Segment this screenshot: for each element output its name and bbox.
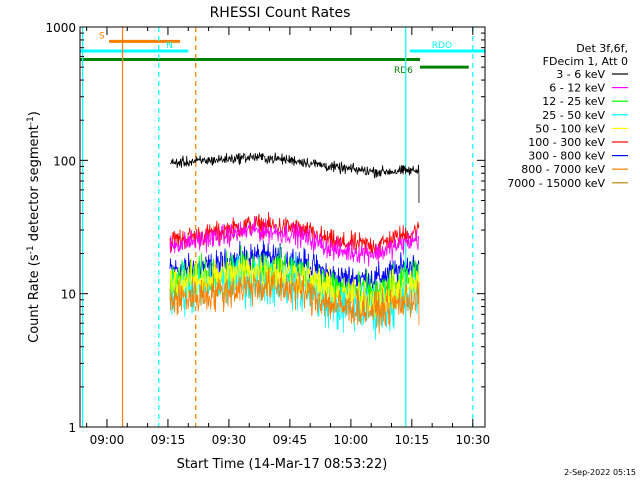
legend-entry-6: 300 - 800 keV [528, 150, 605, 163]
y-tick-label-3: 1000 [45, 21, 76, 35]
x-tick-label-6: 10:30 [456, 433, 491, 447]
legend-entry-8: 7000 - 15000 keV [507, 177, 605, 190]
y-axis-label: Count Rate (s-1 detector segment-1) [26, 111, 42, 343]
legend-header-2: FDecim 1, Att 0 [543, 55, 628, 68]
x-tick-label-1: 09:15 [151, 433, 186, 447]
flag-label-2: RDO [432, 41, 452, 51]
flags-layer: S N RDO RD6 [80, 31, 485, 76]
x-tick-label-0: 09:00 [90, 433, 125, 447]
legend-header-1: Det 3f,6f, [576, 42, 628, 55]
x-tick-label-4: 10:00 [334, 433, 369, 447]
y-tick-label-0: 1 [68, 421, 76, 435]
legend-entry-3: 25 - 50 keV [542, 109, 605, 122]
series-line-4 [169, 256, 420, 319]
y-tick-label-2: 100 [53, 154, 76, 168]
x-tick-label-2: 09:30 [212, 433, 247, 447]
legend-entry-4: 50 - 100 keV [535, 122, 605, 135]
chart-title: RHESSI Count Rates [210, 5, 351, 21]
series-line-6 [169, 240, 420, 297]
y-tick-label-1: 10 [61, 288, 76, 302]
y-axis-label-sup: -1 [26, 245, 36, 254]
flag-label-4: RD6 [394, 66, 413, 76]
vlines-layer [81, 27, 474, 427]
series-line-0 [169, 152, 420, 203]
legend-entry-0: 3 - 6 keV [556, 68, 605, 81]
series-line-1 [169, 216, 420, 267]
x-axis-label: Start Time (14-Mar-17 08:53:22) [177, 457, 388, 472]
plot-frame [79, 26, 486, 428]
y-axis-label-main: Count Rate (s [27, 254, 42, 343]
ticks-layer: 09:00 09:15 09:30 09:45 10:00 10:15 10:30 1 10 10… [45, 21, 490, 447]
y-axis-label-tail: detector segment [27, 125, 42, 245]
flag-label-0: S [99, 31, 105, 41]
series-line-7 [169, 267, 420, 334]
y-axis-label-sup2: -1 [26, 116, 36, 125]
x-tick-label-3: 09:45 [273, 433, 308, 447]
y-axis-label-close: ) [27, 111, 42, 116]
footer-timestamp: 2-Sep-2022 05:15 [564, 468, 636, 477]
flag-label-1: N [166, 41, 173, 51]
x-tick-label-5: 10:15 [395, 433, 430, 447]
series-layer [169, 152, 420, 340]
legend-entry-5: 100 - 300 keV [528, 136, 605, 149]
legend-entry-1: 6 - 12 keV [549, 82, 605, 95]
legend-entry-7: 800 - 7000 keV [521, 163, 605, 176]
legend-entry-2: 12 - 25 keV [542, 95, 605, 108]
